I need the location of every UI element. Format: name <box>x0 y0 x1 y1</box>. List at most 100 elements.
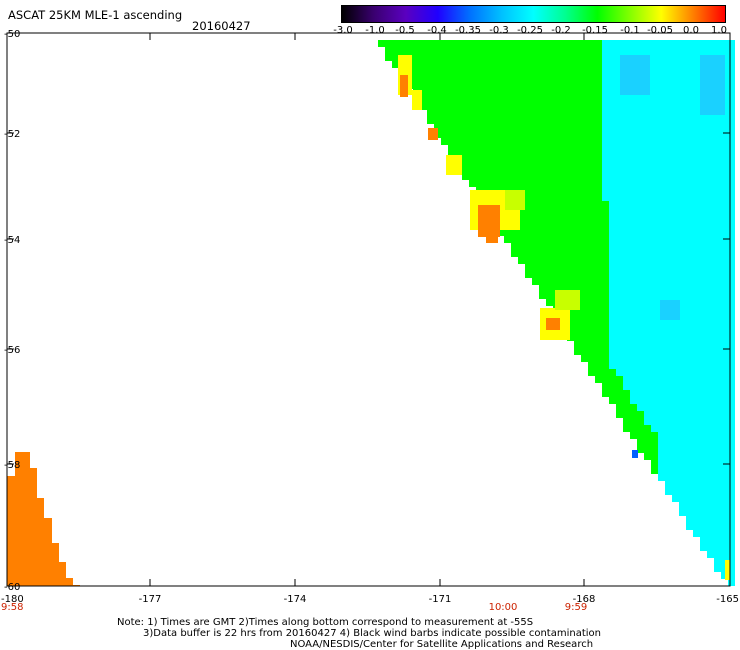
swath-cell <box>700 509 707 516</box>
swath-cell <box>518 103 525 110</box>
swath-cell <box>637 404 644 411</box>
swath-cell <box>532 138 539 145</box>
swath-cell <box>686 215 693 222</box>
lat-label: -58 <box>4 460 20 471</box>
swath-cell <box>700 502 707 509</box>
swath-cell <box>504 173 511 180</box>
swath-cell <box>728 488 735 495</box>
swath-cell <box>700 418 707 425</box>
swath-cell <box>686 82 693 89</box>
swath-cell <box>672 215 679 222</box>
swath-cell <box>637 236 644 243</box>
swath-cell <box>651 299 658 306</box>
orange-patch-column <box>29 468 37 586</box>
swath-cell <box>728 243 735 250</box>
swath-cell <box>714 257 721 264</box>
swath-cell <box>567 208 574 215</box>
swath-cell <box>616 229 623 236</box>
swath-cell <box>693 117 700 124</box>
swath-cell <box>476 68 483 75</box>
swath-cell <box>483 110 490 117</box>
swath-cell <box>553 89 560 96</box>
swath-cell <box>693 131 700 138</box>
swath-cell <box>434 61 441 68</box>
swath-cell <box>602 369 609 376</box>
swath-cell <box>644 103 651 110</box>
swath-cell <box>644 432 651 439</box>
swath-cell <box>441 124 448 131</box>
swath-cell <box>714 222 721 229</box>
swath-cell <box>707 250 714 257</box>
swath-cell <box>700 313 707 320</box>
swath-cell <box>609 257 616 264</box>
swath-cell <box>588 208 595 215</box>
swath-cell <box>693 229 700 236</box>
swath-cell <box>539 166 546 173</box>
swath-cell <box>651 180 658 187</box>
swath-cell <box>588 264 595 271</box>
swath-cell <box>518 145 525 152</box>
swath-cell <box>602 117 609 124</box>
swath-cell <box>714 229 721 236</box>
swath-cell <box>679 40 686 47</box>
swath-cell <box>616 222 623 229</box>
swath-cell <box>686 159 693 166</box>
swath-cell <box>602 96 609 103</box>
swath-cell <box>651 89 658 96</box>
swath-cell <box>714 523 721 530</box>
swath-cell <box>665 75 672 82</box>
swath-cell <box>686 187 693 194</box>
swath-cell <box>490 131 497 138</box>
swath-cell <box>574 82 581 89</box>
swath-cell <box>476 40 483 47</box>
swath-cell <box>616 152 623 159</box>
swath-cell <box>469 47 476 54</box>
swath-cell <box>483 117 490 124</box>
swath-cell <box>623 404 630 411</box>
swath-cell <box>651 243 658 250</box>
swath-cell <box>672 75 679 82</box>
swath-cell <box>532 215 539 222</box>
swath-cell <box>721 390 728 397</box>
swath-cell <box>721 124 728 131</box>
swath-cell <box>665 194 672 201</box>
swath-cell <box>665 439 672 446</box>
swath-cell <box>525 68 532 75</box>
swath-cell <box>728 159 735 166</box>
swath-cell <box>609 40 616 47</box>
swath-cell <box>588 187 595 194</box>
swath-cell <box>707 278 714 285</box>
swath-cell <box>630 173 637 180</box>
swath-cell <box>686 236 693 243</box>
swath-cell <box>539 278 546 285</box>
swath-cell <box>728 467 735 474</box>
swath-cell <box>679 264 686 271</box>
swath-cell <box>511 89 518 96</box>
swath-cell <box>581 75 588 82</box>
swath-cell <box>658 138 665 145</box>
swath-cell <box>546 131 553 138</box>
swath-cell <box>637 187 644 194</box>
swath-cell <box>602 313 609 320</box>
swath-cell <box>658 194 665 201</box>
swath-cell <box>700 201 707 208</box>
swath-cell <box>532 47 539 54</box>
swath-cell <box>637 173 644 180</box>
swath-cell <box>609 208 616 215</box>
swath-cell <box>672 285 679 292</box>
swath-cell <box>700 495 707 502</box>
swath-cell <box>651 348 658 355</box>
swath-cell <box>518 75 525 82</box>
swath-cell <box>434 82 441 89</box>
swath-cell <box>525 250 532 257</box>
swath-cell <box>714 390 721 397</box>
swath-cell <box>539 250 546 257</box>
swath-cell <box>574 54 581 61</box>
swath-cell <box>567 68 574 75</box>
swath-cell <box>476 96 483 103</box>
swath-cell <box>714 418 721 425</box>
swath-cell <box>658 369 665 376</box>
swath-cell <box>623 362 630 369</box>
swath-cell <box>637 131 644 138</box>
swath-cell <box>728 61 735 68</box>
